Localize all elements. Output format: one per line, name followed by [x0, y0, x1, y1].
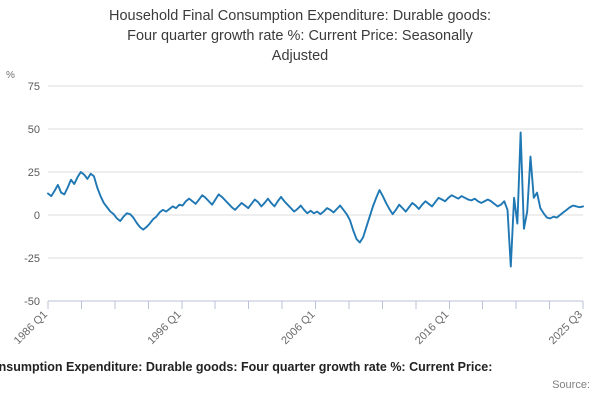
chart-title: Household Final Consumption Expenditure:… — [108, 8, 492, 64]
y-axis-unit-label: % — [6, 70, 15, 81]
y-axis-tick-labels: 75 50 25 0 -25 -50 — [24, 81, 40, 308]
x-axis-tick-label: 2006 Q1 — [279, 309, 317, 347]
y-axis-tick-label: 25 — [28, 167, 40, 179]
y-axis-tick-label: 50 — [28, 124, 40, 136]
chart-plot-area: 75 50 25 0 -25 -50 1986 Q1 1996 Q1 2006 Q1 2016 … — [6, 70, 585, 347]
x-axis-tick-labels: 1986 Q1 1996 Q1 2006 Q1 2016 Q1 2025 Q3 — [12, 309, 585, 347]
data-series-line — [47, 131, 584, 268]
x-axis-tick-label: 2025 Q3 — [547, 309, 585, 347]
x-axis-group — [47, 301, 584, 309]
y-axis-tick-label: -25 — [24, 253, 40, 265]
source-label: Source: — [552, 379, 590, 391]
y-axis-tick-label: -50 — [24, 296, 40, 308]
gridlines-group — [48, 85, 583, 302]
y-axis-tick-label: 75 — [28, 81, 40, 93]
x-axis-tick-label: 2016 Q1 — [413, 309, 451, 347]
x-axis-tick-label: 1986 Q1 — [12, 309, 50, 347]
y-axis-tick-label: 0 — [34, 210, 40, 222]
x-axis-tick-label: 1996 Q1 — [146, 309, 184, 347]
chart-footnote: onsumption Expenditure: Durable goods: F… — [0, 360, 493, 374]
